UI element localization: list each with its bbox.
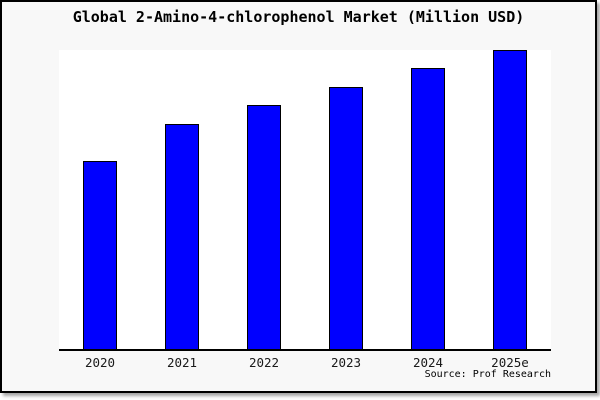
bars-container [59, 50, 551, 349]
x-tick-label-2021: 2021 [166, 355, 198, 370]
bar-slot-2024 [387, 50, 469, 349]
bar-slot-2022 [223, 50, 305, 349]
chart-title: Global 2-Amino-4-chlorophenol Market (Mi… [72, 8, 525, 26]
plot-area [59, 50, 551, 351]
source-note: Source: Prof Research [424, 369, 551, 380]
bar-2024 [411, 67, 445, 349]
bar-2020 [83, 160, 117, 349]
bar-2022 [247, 105, 281, 349]
bar-slot-2021 [141, 50, 223, 349]
bar-2025e [493, 50, 527, 349]
bar-slot-2020 [59, 50, 141, 349]
x-axis-labels: 2020 2021 2022 2023 2024 2025e [59, 355, 551, 370]
x-tick-label-2023: 2023 [330, 355, 362, 370]
x-tick-label-2024: 2024 [412, 355, 444, 370]
bar-slot-2023 [305, 50, 387, 349]
x-tick-label-2020: 2020 [84, 355, 116, 370]
bar-slot-2025e [469, 50, 551, 349]
x-tick-label-2025e: 2025e [491, 355, 529, 370]
chart-figure: Global 2-Amino-4-chlorophenol Market (Mi… [0, 0, 597, 393]
bar-2021 [165, 123, 199, 349]
bar-2023 [329, 87, 363, 349]
x-tick-label-2022: 2022 [248, 355, 280, 370]
